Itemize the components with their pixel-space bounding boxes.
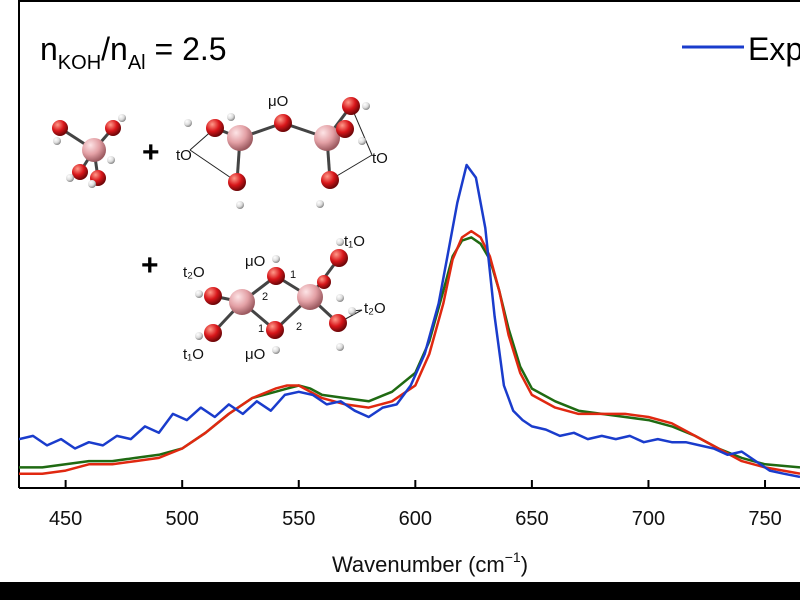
hydrogen-atom-18 <box>184 119 192 127</box>
x-tick-label-550: 550 <box>282 508 315 530</box>
condition-label: nKOH/nAl = 2.5 <box>40 31 227 74</box>
oxygen-atom-29 <box>204 324 222 342</box>
hydrogen-atom-20 <box>236 201 244 209</box>
x-tick-labels: 450 500 550 600 650 700 750 <box>49 508 782 530</box>
oxygen-atom-16 <box>336 120 354 138</box>
x-tick-label-450: 450 <box>49 508 82 530</box>
bottom-black-bar <box>0 582 800 600</box>
label-t1O-top: t₁O <box>344 233 365 250</box>
hydrogen-atom-34 <box>272 346 280 354</box>
hydrogen-atom-23 <box>316 200 324 208</box>
oxygen-atom-3 <box>72 164 88 180</box>
label-t2O-right: t₂O <box>364 300 386 317</box>
label-muO-ring-bottom: μO <box>245 346 265 363</box>
hydrogen-atom-22 <box>358 137 366 145</box>
x-ticks <box>64 480 767 488</box>
oxygen-atom-28 <box>204 287 222 305</box>
label-tO-right: tO <box>372 150 388 167</box>
ring-number-2b: 2 <box>296 321 302 333</box>
x-tick-label-600: 600 <box>399 508 432 530</box>
oxygen-atom-26 <box>267 267 285 285</box>
oxygen-atom-31 <box>329 314 347 332</box>
x-tick-label-650: 650 <box>515 508 548 530</box>
label-t1O-bottom: t₁O <box>183 346 204 363</box>
hydrogen-atom-7 <box>66 174 74 182</box>
x-tick-label-700: 700 <box>632 508 665 530</box>
aluminum-atom-24 <box>229 289 255 315</box>
ring-number-2a: 2 <box>262 291 268 303</box>
oxygen-atom-32 <box>317 275 331 289</box>
aluminum-atom-11 <box>314 125 340 151</box>
oxygen-atom-17 <box>321 171 339 189</box>
series-line-1 <box>19 229 800 475</box>
ring-number-1a: 1 <box>290 269 296 281</box>
hydrogen-atom-37 <box>336 238 344 246</box>
label-pointer-1 <box>189 149 238 183</box>
x-tick-label-750: 750 <box>748 508 781 530</box>
oxygen-atom-30 <box>330 249 348 267</box>
oxygen-atom-12 <box>274 114 292 132</box>
aluminum-atom-0 <box>82 138 106 162</box>
hydrogen-atom-35 <box>195 290 203 298</box>
legend-label-exp: Exp <box>748 31 800 67</box>
hydrogen-atom-6 <box>118 114 126 122</box>
x-axis-title: Wavenumber (cm−1) <box>332 549 528 577</box>
plus-sign-2: + <box>141 249 159 282</box>
hydrogen-atom-36 <box>195 332 203 340</box>
hydrogen-atom-40 <box>336 343 344 351</box>
label-muO-top: μO <box>268 93 288 110</box>
series-line-0 <box>19 163 800 479</box>
aluminum-atom-25 <box>297 284 323 310</box>
x-tick-label-500: 500 <box>166 508 199 530</box>
oxygen-atom-13 <box>206 119 224 137</box>
oxygen-atom-27 <box>266 321 284 339</box>
label-muO-ring-top: μO <box>245 253 265 270</box>
hydrogen-atom-21 <box>362 102 370 110</box>
hydrogen-atom-39 <box>336 294 344 302</box>
series-lines <box>19 163 800 479</box>
oxygen-atom-14 <box>228 173 246 191</box>
hydrogen-atom-38 <box>348 307 356 315</box>
hydrogen-atom-19 <box>227 113 235 121</box>
oxygen-atom-15 <box>342 97 360 115</box>
plus-sign-1: + <box>142 136 160 169</box>
label-t2O-left: t₂O <box>183 264 205 281</box>
legend: Exp <box>682 31 800 67</box>
hydrogen-atom-9 <box>107 156 115 164</box>
oxygen-atom-2 <box>105 120 121 136</box>
ring-number-1b: 1 <box>258 323 264 335</box>
aluminum-atom-10 <box>227 125 253 151</box>
oxygen-atom-1 <box>52 120 68 136</box>
molecular-structures: + + μO tO tO μO t₁O t₂O t₁O μO t₂O 1 2 1… <box>52 93 388 363</box>
hydrogen-atom-5 <box>53 137 61 145</box>
label-tO-left: tO <box>176 147 192 164</box>
hydrogen-atom-8 <box>88 180 96 188</box>
hydrogen-atom-33 <box>272 255 280 263</box>
